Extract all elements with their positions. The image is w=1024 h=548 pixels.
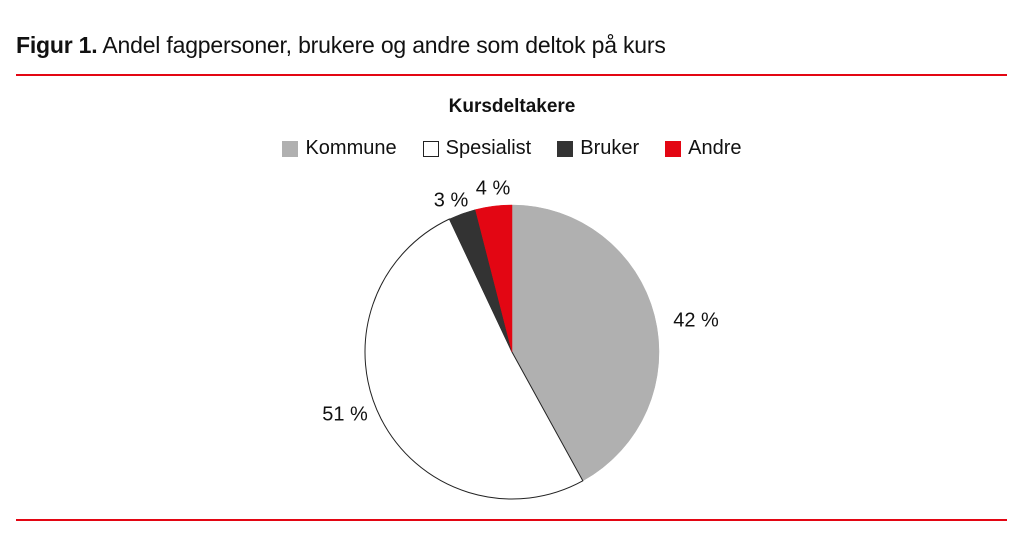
chart-legend: Kommune Spesialist Bruker Andre	[0, 137, 1024, 160]
legend-item-andre: Andre	[665, 137, 742, 160]
legend-item-spesialist: Spesialist	[422, 137, 532, 160]
figure-number: Figur 1.	[16, 32, 98, 58]
legend-label: Andre	[688, 137, 742, 159]
legend-item-bruker: Bruker	[557, 137, 639, 160]
bottom-divider	[16, 519, 1007, 521]
pie-slice-spesialist	[364, 218, 584, 500]
figure-title: Figur 1. Andel fagpersoner, brukere og a…	[16, 29, 666, 61]
pie-slice-andre	[475, 204, 513, 353]
legend-swatch-andre	[665, 140, 682, 157]
legend-item-kommune: Kommune	[282, 137, 397, 160]
pie-label-kommune: 42 %	[673, 309, 719, 331]
pie-labels: 42 % 51 % 3 % 4 %	[322, 177, 719, 425]
pie-slices	[364, 204, 660, 500]
pie-slice-kommune	[511, 204, 660, 482]
legend-label: Kommune	[305, 137, 397, 159]
top-divider	[16, 74, 1007, 76]
legend-swatch-spesialist	[422, 140, 439, 157]
pie-label-bruker: 3 %	[434, 189, 469, 211]
legend-label: Spesialist	[445, 137, 532, 159]
legend-label: Bruker	[580, 137, 640, 159]
legend-swatch-bruker	[557, 140, 574, 157]
pie-label-spesialist: 51 %	[322, 403, 368, 425]
figure-caption: Andel fagpersoner, brukere og andre som …	[102, 32, 666, 58]
legend-swatch-kommune	[282, 140, 299, 157]
chart-title: Kursdeltakere	[448, 96, 576, 117]
pie-label-andre: 4 %	[476, 177, 511, 199]
